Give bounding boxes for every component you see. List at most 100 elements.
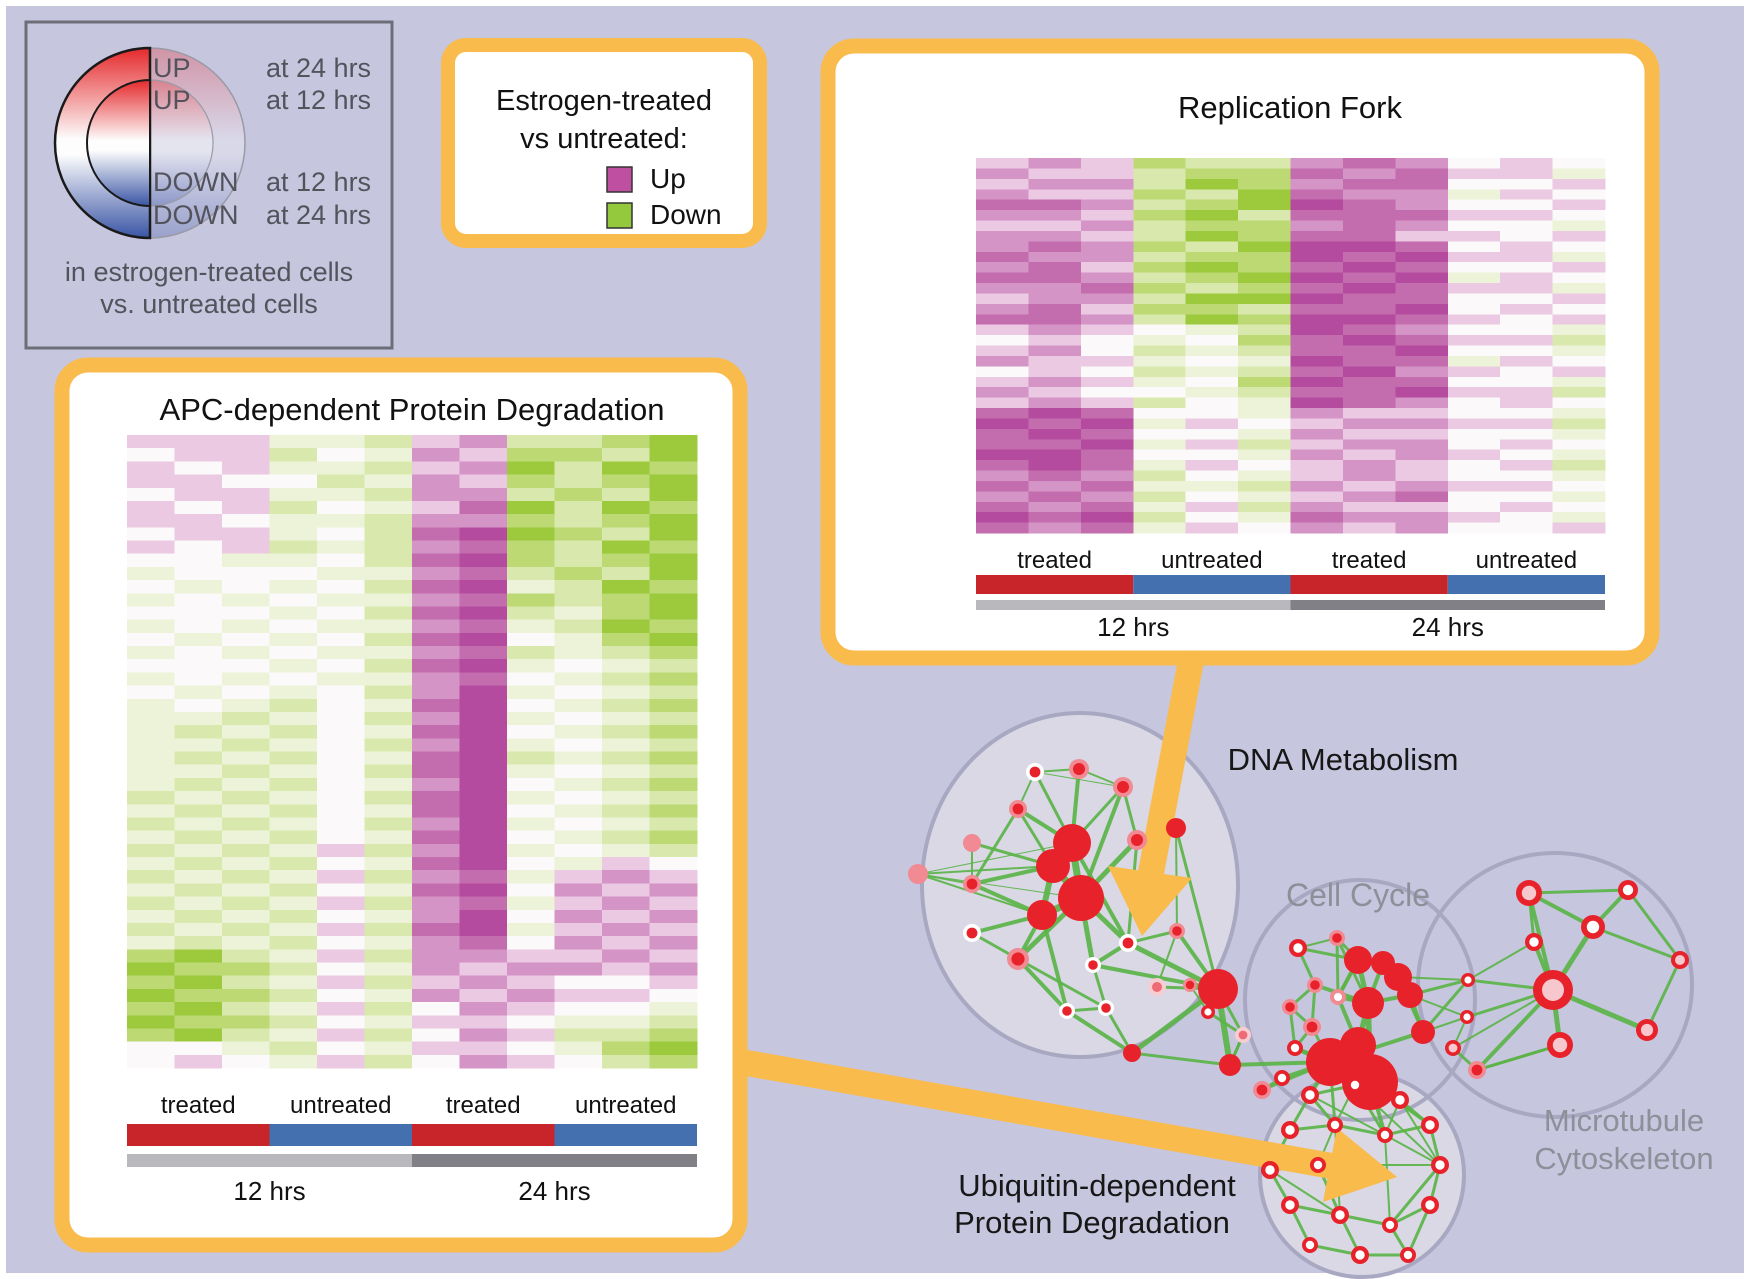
heatmap-cell: [317, 922, 365, 937]
heatmap-cell: [222, 909, 270, 924]
heatmap-cell: [174, 606, 223, 621]
heatmap-cell: [269, 619, 318, 634]
network-node-core: [1285, 1200, 1295, 1210]
heatmap-cell: [507, 936, 555, 950]
heatmap-cell: [1080, 303, 1134, 315]
heatmap-cell: [649, 883, 698, 898]
heatmap-cell: [317, 672, 365, 687]
heatmap-cell: [459, 593, 508, 607]
heatmap-cell: [127, 764, 175, 779]
heatmap-cell: [459, 500, 508, 515]
heatmap-cell: [1290, 366, 1344, 378]
network-node-core: [1521, 885, 1537, 901]
heatmap-cell: [554, 685, 603, 700]
network-edge: [1016, 957, 1069, 1013]
heatmap-cell: [1500, 241, 1554, 253]
network-nodes: [908, 759, 1689, 1264]
heatmap-cell: [1552, 491, 1606, 503]
heatmap-cell: [1080, 189, 1134, 201]
heatmap-cell: [1290, 512, 1344, 524]
network-node-core: [1552, 1037, 1568, 1053]
heatmap-cell: [1290, 501, 1344, 513]
heatmap-cell: [1552, 355, 1606, 367]
heatmap-cell: [1500, 512, 1554, 524]
heatmap-cell: [976, 418, 1029, 430]
heatmap-cell: [364, 646, 413, 660]
heatmap-cell: [649, 988, 698, 1003]
heatmap-cell: [554, 922, 603, 937]
heatmap-cell: [649, 593, 698, 607]
heatmap-cell: [1500, 418, 1554, 430]
heatmap-cell: [1185, 168, 1239, 180]
heatmap-cell: [317, 1002, 365, 1016]
heatmap-cell: [174, 632, 223, 647]
heatmap-cell: [1080, 283, 1134, 294]
heatmap-cell: [269, 922, 318, 937]
network-node-core: [1290, 1043, 1300, 1053]
heatmap-cell: [127, 698, 175, 713]
network-node: [963, 834, 981, 852]
heatmap-cell: [222, 896, 270, 911]
heatmap-cell: [554, 777, 603, 792]
condition-label: treated: [1017, 547, 1092, 574]
heatmap-cell: [174, 461, 223, 476]
heatmap-cell: [1238, 314, 1291, 326]
heatmap-cell: [1447, 428, 1501, 440]
heatmap-cell: [1185, 178, 1239, 190]
heatmap-cell: [222, 500, 270, 515]
time-label: 24 hrs: [518, 1176, 590, 1206]
heatmap-cell: [507, 435, 555, 449]
heatmap-cell: [1238, 324, 1291, 336]
heatmap-cell: [649, 909, 698, 924]
heatmap-cell: [1447, 491, 1501, 503]
heatmap-cell: [602, 830, 650, 845]
heatmap-cell: [174, 962, 223, 977]
heatmap-cell: [269, 725, 318, 739]
heatmap-cell: [1342, 376, 1396, 388]
heatmap-cell: [127, 540, 175, 555]
heatmap-cell: [364, 474, 413, 489]
heatmap-cell: [1395, 241, 1449, 253]
heatmap-cell: [1342, 512, 1396, 524]
heatmap-cell: [317, 843, 365, 858]
heatmap-cell: [412, 685, 460, 700]
heatmap-cell: [317, 738, 365, 752]
heatmap-cell: [1500, 366, 1554, 378]
condition-label: treated: [446, 1092, 521, 1119]
heatmap-cell: [507, 487, 555, 502]
heatmap-cell: [649, 646, 698, 660]
network-node: [1166, 818, 1186, 838]
heatmap-cell: [649, 791, 698, 805]
heatmap-cell: [1500, 324, 1554, 336]
heatmap-cell: [269, 988, 318, 1003]
condition-label: untreated: [1476, 547, 1577, 574]
heatmap-cell: [649, 870, 698, 884]
heatmap-cell: [364, 764, 413, 779]
heatmap-cell: [1552, 449, 1606, 461]
network-node-core: [1012, 803, 1024, 815]
heatmap-cell: [1185, 220, 1239, 232]
heatmap-cell: [1500, 345, 1554, 357]
heatmap-cell: [1395, 408, 1449, 419]
heatmap-cell: [1238, 189, 1291, 201]
heatmap-cell: [1185, 189, 1239, 201]
heatmap-cell: [507, 500, 555, 515]
heatmap-cell: [269, 474, 318, 489]
heatmap-cell: [459, 896, 508, 911]
heatmap-cell: [222, 843, 270, 858]
updown-time-label: at 12 hrs: [266, 167, 371, 197]
heatmap-cell: [1028, 241, 1082, 253]
heatmap-cell: [507, 698, 555, 713]
heatmap-cell: [602, 474, 650, 489]
heatmap-cell: [1238, 366, 1291, 378]
heatmap-cell: [317, 949, 365, 963]
network-edge: [1269, 1169, 1341, 1216]
heatmap-cell: [1133, 230, 1187, 242]
heatmap-cell: [507, 659, 555, 673]
heatmap-cell: [364, 870, 413, 884]
heatmap-cell: [412, 593, 460, 607]
heatmap-cell: [1028, 460, 1082, 471]
heatmap-cell: [602, 949, 650, 963]
heatmap-cell: [649, 777, 698, 792]
heatmap-cell: [174, 1002, 223, 1016]
